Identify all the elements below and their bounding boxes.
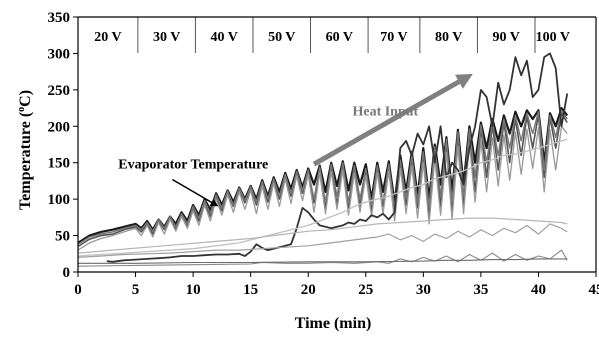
voltage-label: 90 V bbox=[493, 30, 520, 45]
x-tick-label: 40 bbox=[531, 282, 546, 298]
x-axis-title: Time (min) bbox=[295, 315, 372, 332]
y-tick-label: 250 bbox=[48, 83, 71, 99]
voltage-label: 80 V bbox=[435, 30, 462, 45]
x-tick-label: 35 bbox=[473, 282, 488, 298]
evaporator-label: Evaporator Temperature bbox=[118, 158, 268, 173]
series-line-7 bbox=[78, 218, 567, 253]
y-tick-label: 150 bbox=[48, 156, 71, 172]
y-tick-label: 200 bbox=[48, 119, 71, 135]
voltage-label: 60 V bbox=[326, 30, 353, 45]
y-tick-label: 350 bbox=[48, 10, 71, 26]
voltage-label: 40 V bbox=[211, 30, 238, 45]
y-axis-title-main: Temperature ( bbox=[17, 112, 34, 210]
y-axis-title-unit: C) bbox=[17, 90, 34, 107]
y-tick-label: 300 bbox=[48, 46, 71, 62]
heat-input-label: Heat Input bbox=[352, 104, 418, 119]
evaporator-arrow-shaft bbox=[172, 179, 213, 203]
x-tick-label: 25 bbox=[358, 282, 373, 298]
voltage-label: 20 V bbox=[94, 30, 121, 45]
y-tick-label: 50 bbox=[55, 229, 70, 245]
voltage-label: 70 V bbox=[380, 30, 407, 45]
y-axis-title: Temperature (oC) bbox=[16, 90, 34, 210]
voltage-label: 30 V bbox=[153, 30, 180, 45]
voltage-label: 100 V bbox=[536, 30, 570, 45]
x-tick-label: 30 bbox=[416, 282, 431, 298]
x-tick-label: 20 bbox=[301, 282, 316, 298]
y-tick-label: 100 bbox=[48, 192, 71, 208]
y-tick-label: 0 bbox=[63, 265, 71, 281]
x-tick-label: 45 bbox=[589, 282, 599, 298]
voltage-label: 50 V bbox=[268, 30, 295, 45]
voltage-band-layer: 20 V 30 V 40 V 50 V 60 V 70 V 80 V 90 V 100 V bbox=[94, 17, 570, 53]
x-tick-label: 0 bbox=[74, 282, 82, 298]
x-tick-label: 5 bbox=[132, 282, 140, 298]
x-tick-label: 10 bbox=[186, 282, 201, 298]
x-tick-label: 15 bbox=[243, 282, 258, 298]
